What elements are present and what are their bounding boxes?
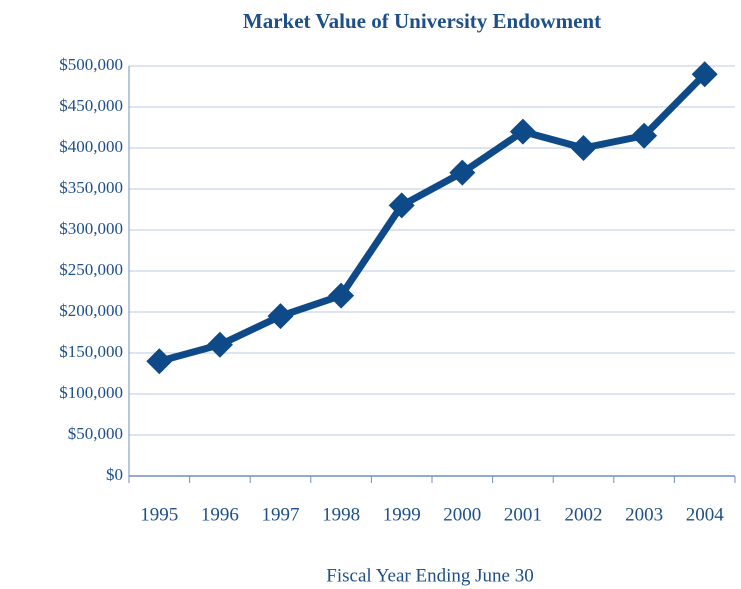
data-marker: [267, 303, 294, 330]
x-axis-label: Fiscal Year Ending June 30: [326, 565, 533, 586]
data-marker: [449, 159, 476, 186]
chart-title: Market Value of University Endowment: [243, 9, 601, 33]
x-tick-label: 1999: [383, 504, 421, 525]
y-tick-label: $150,000: [59, 342, 123, 361]
x-tick-label: 1995: [140, 504, 178, 525]
y-tick-label: $450,000: [59, 96, 123, 115]
x-tick-label: 2002: [565, 504, 603, 525]
data-marker: [146, 348, 173, 375]
data-marker: [631, 122, 658, 149]
y-tick-label: $100,000: [59, 383, 123, 402]
x-tick-label: 2001: [504, 504, 542, 525]
data-marker: [691, 61, 718, 88]
data-marker: [328, 282, 355, 309]
x-tick-label: 2000: [443, 504, 481, 525]
x-tick-label: 1998: [322, 504, 360, 525]
y-tick-label: $200,000: [59, 301, 123, 320]
data-line: [158, 71, 708, 365]
data-marker: [388, 192, 415, 219]
data-marker: [206, 331, 233, 358]
y-tick-label: $300,000: [59, 219, 123, 238]
y-tick-label: $400,000: [59, 137, 123, 156]
y-tick-label: $350,000: [59, 178, 123, 197]
x-tick-label: 1996: [201, 504, 239, 525]
x-tick-label: 2003: [625, 504, 663, 525]
y-tick-label: $500,000: [59, 55, 123, 74]
y-tick-label: $250,000: [59, 260, 123, 279]
data-marker: [570, 135, 597, 161]
x-tick-label: 2004: [686, 504, 725, 525]
y-tick-label: $50,000: [68, 424, 123, 443]
x-tick-label: 1997: [262, 504, 300, 525]
y-tick-label: $0: [106, 465, 123, 484]
data-marker: [509, 118, 536, 145]
